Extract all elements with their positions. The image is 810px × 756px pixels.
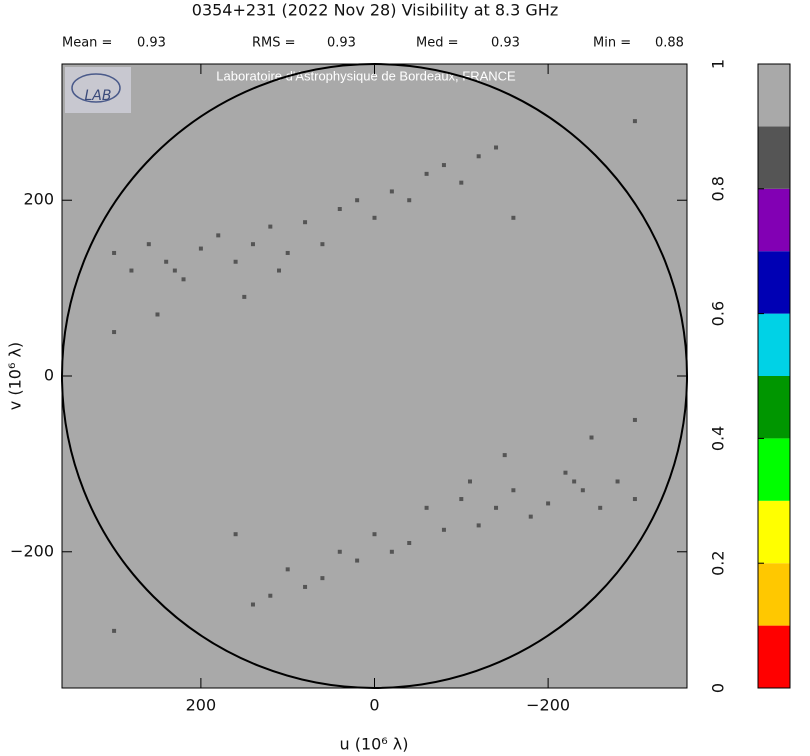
visibility-point [285, 250, 290, 255]
visibility-point [372, 215, 377, 220]
visibility-point [476, 154, 481, 159]
visibility-point [233, 532, 238, 537]
y-axis-label: v (10⁶ λ) [6, 342, 25, 410]
colorbar-swatch [758, 188, 790, 252]
x-tick-label: −200 [526, 696, 570, 715]
visibility-point [268, 593, 273, 598]
visibility-point [511, 215, 516, 220]
stat-label: RMS = [252, 36, 296, 51]
visibility-point [172, 268, 177, 273]
visibility-point [459, 180, 464, 185]
visibility-point [216, 233, 221, 238]
visibility-point [285, 567, 290, 572]
visibility-point [632, 119, 637, 124]
colorbar-swatch [758, 126, 790, 189]
stat-value: 0.93 [327, 36, 356, 51]
visibility-point [389, 549, 394, 554]
visibility-point [407, 540, 412, 545]
visibility-point [580, 488, 585, 493]
visibility-point [164, 259, 169, 264]
visibility-point [441, 163, 446, 168]
visibility-point [320, 242, 325, 247]
stat-label: Mean = [62, 36, 112, 51]
visibility-point [546, 501, 551, 506]
x-tick-label: 0 [369, 696, 379, 715]
colorbar-tick-label: 0.2 [709, 550, 728, 575]
visibility-point [632, 417, 637, 422]
y-tick-label: −200 [10, 541, 54, 560]
colorbar-tick-label: 0.4 [709, 426, 728, 451]
colorbar-tick-label: 1 [709, 59, 728, 69]
visibility-point [494, 505, 499, 510]
visibility-point [303, 220, 308, 225]
visibility-point [181, 277, 186, 282]
visibility-point [494, 145, 499, 150]
colorbar-swatch [758, 251, 790, 314]
visibility-point [337, 549, 342, 554]
stat-label: Med = [416, 36, 459, 51]
visibility-point [155, 312, 160, 317]
visibility-point [129, 268, 134, 273]
stat-value: 0.93 [491, 36, 520, 51]
watermark: Laboratoire d'Astrophysique de Bordeaux,… [216, 68, 516, 83]
stat-label: Min = [593, 36, 631, 51]
visibility-point [389, 189, 394, 194]
y-tick-label: 0 [44, 366, 54, 385]
visibility-point [112, 628, 117, 633]
visibility-point [233, 259, 238, 264]
y-tick-label: 200 [23, 190, 54, 209]
visibility-point [467, 479, 472, 484]
logo-ring [71, 73, 121, 103]
visibility-point [112, 250, 117, 255]
visibility-point [146, 242, 151, 247]
visibility-point [320, 576, 325, 581]
visibility-point [476, 523, 481, 528]
visibility-point [615, 479, 620, 484]
colorbar-frame [757, 63, 791, 689]
visibility-point [242, 294, 247, 299]
visibility-point [407, 198, 412, 203]
colorbar-tick-label: 0 [709, 683, 728, 693]
visibility-point [112, 330, 117, 335]
stat-value: 0.88 [655, 36, 684, 51]
visibility-point [528, 514, 533, 519]
colorbar-swatch [758, 500, 790, 564]
colorbar-tick-label: 0.8 [709, 176, 728, 201]
visibility-point [268, 224, 273, 229]
colorbar-swatch [758, 64, 790, 127]
visibility-point [372, 532, 377, 537]
x-tick-label: 200 [186, 696, 217, 715]
visibility-point [250, 602, 255, 607]
visibility-point [598, 505, 603, 510]
visibility-point [424, 505, 429, 510]
logo-text: LAB [85, 88, 112, 104]
chart-title: 0354+231 (2022 Nov 28) Visibility at 8.3… [192, 1, 558, 20]
colorbar-swatch [758, 313, 790, 376]
plot-background [62, 64, 687, 688]
colorbar-swatch [758, 563, 790, 626]
visibility-point [277, 268, 282, 273]
visibility-point [355, 558, 360, 563]
visibility-point [511, 488, 516, 493]
visibility-point [198, 246, 203, 251]
visibility-point [441, 527, 446, 532]
visibility-point [424, 171, 429, 176]
visibility-point [572, 479, 577, 484]
visibility-point [563, 470, 568, 475]
colorbar-swatch [758, 625, 790, 688]
x-axis-label: u (10⁶ λ) [339, 735, 408, 754]
visibility-point [502, 453, 507, 458]
visibility-point [250, 242, 255, 247]
visibility-point [459, 497, 464, 502]
stat-value: 0.93 [137, 36, 166, 51]
visibility-point [355, 198, 360, 203]
visibility-point [589, 435, 594, 440]
colorbar-swatch [758, 376, 790, 439]
visibility-point [303, 584, 308, 589]
colorbar-swatch [758, 438, 790, 501]
visibility-point [337, 207, 342, 212]
visibility-point [632, 497, 637, 502]
colorbar-tick-label: 0.6 [709, 301, 728, 326]
